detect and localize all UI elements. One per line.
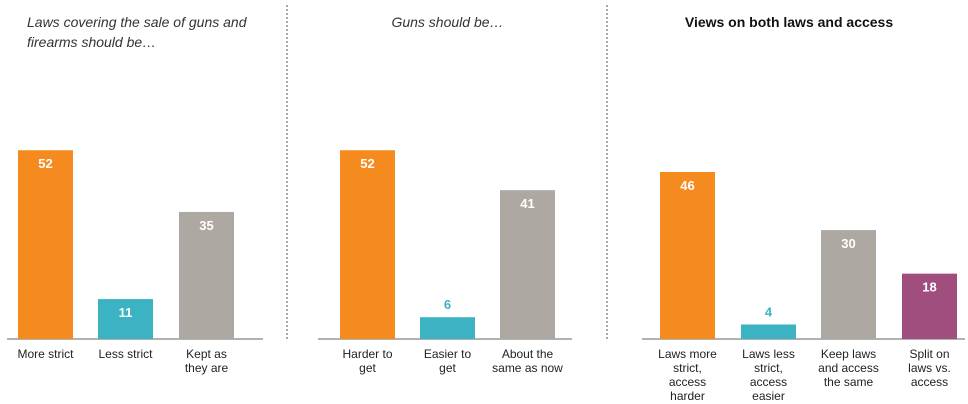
bar-3-2 [741, 324, 796, 339]
category-label-3-4: Split on laws vs. access [908, 347, 951, 389]
value-label-3-4: 18 [922, 280, 936, 295]
bar-1-1 [18, 150, 73, 339]
panel-2-title: Guns should be… [391, 14, 504, 30]
value-label-2-3: 41 [520, 196, 534, 211]
bar-1-2 [98, 299, 153, 339]
value-label-2-1: 52 [360, 156, 374, 171]
category-label-3-3: Keep laws and access the same [818, 347, 879, 389]
category-label-1-3: Kept as they are [185, 347, 229, 375]
bar-3-1 [660, 172, 715, 339]
value-label-3-1: 46 [680, 178, 694, 193]
value-label-1-1: 52 [38, 156, 52, 171]
value-label-1-2: 11 [119, 305, 133, 320]
bar-1-3 [179, 211, 234, 339]
bar-2-3 [500, 190, 555, 339]
value-label-3-3: 30 [841, 236, 855, 251]
value-label-3-2: 4 [765, 304, 773, 319]
bar-2-1 [340, 150, 395, 339]
bar-3-3 [821, 230, 876, 339]
value-label-2-2: 6 [444, 297, 451, 312]
category-label-1-1: More strict [17, 347, 74, 361]
category-label-2-3: About the same as now [492, 347, 563, 375]
category-label-3-2: Laws less strict, access easier [742, 347, 795, 403]
panel-3-title: Views on both laws and access [684, 14, 894, 30]
bar-2-2 [420, 317, 475, 339]
value-label-1-3: 35 [199, 218, 213, 233]
bar-3-4 [902, 273, 957, 339]
category-label-2-2: Easier to get [424, 347, 472, 375]
panel-1-title: Laws covering the sale of guns and firea… [27, 14, 247, 50]
category-label-1-2: Less strict [98, 347, 153, 361]
category-label-3-1: Laws more strict, access harder [658, 347, 717, 403]
category-label-2-1: Harder to get [342, 347, 392, 375]
